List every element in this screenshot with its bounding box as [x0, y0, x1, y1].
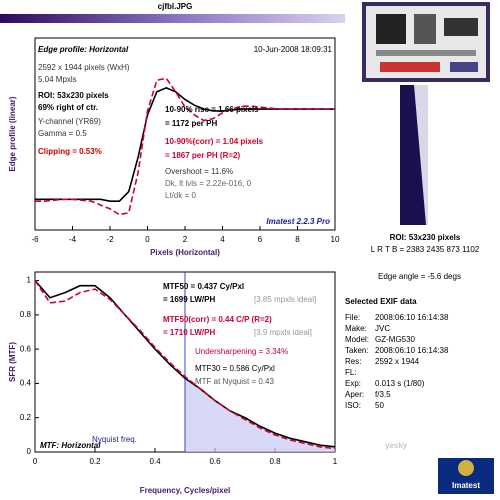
annotation: Nyquist freq.	[92, 435, 137, 444]
x-tick-label: -4	[69, 235, 77, 244]
annotation: 10-Jun-2008 18:09:31	[254, 45, 333, 54]
exif-key: Exp:	[345, 379, 361, 388]
annotation: ROI: 53x230 pixels	[38, 91, 109, 100]
exif-value: JVC	[375, 324, 390, 333]
annotation: MTF50(corr) = 0.44 C/P (R=2)	[163, 315, 272, 324]
y-axis-label: SFR (MTF)	[8, 342, 17, 382]
series-line	[35, 87, 335, 202]
x-tick-label: 0	[33, 457, 38, 466]
y-axis-label: Edge profile (linear)	[8, 96, 17, 171]
annotation: Clipping = 0.53%	[38, 147, 102, 156]
exif-value: 2592 x 1944	[375, 357, 420, 366]
exif-key: ISO:	[345, 401, 361, 410]
title-band	[0, 14, 345, 23]
annotation: = 1710 LW/PH	[163, 328, 215, 337]
x-axis-label: Frequency, Cycles/pixel	[140, 486, 231, 495]
annotation: Edge profile: Horizontal	[38, 45, 129, 54]
y-tick-label: 0.4	[20, 379, 32, 388]
annotation: MTF at Nyquist = 0.43	[195, 377, 274, 386]
annotation: MTF30 = 0.586 Cy/Pxl	[195, 364, 275, 373]
plot-frame	[34, 37, 336, 231]
x-tick-label: 2	[183, 235, 188, 244]
logo-icon	[458, 460, 474, 476]
annotation: Undersharpening = 3.34%	[195, 347, 288, 356]
edge-angle: Edge angle = -5.6 degs	[378, 272, 461, 281]
x-tick-label: 0.4	[149, 457, 161, 466]
logo-text: Imatest	[452, 481, 480, 490]
exif-value: 2008:06:10 16:14:38	[375, 313, 449, 322]
x-axis-label: Pixels (Horizontal)	[150, 248, 220, 257]
exif-value: 2008:06:10 16:14:38	[375, 346, 449, 355]
y-tick-label: 0	[27, 447, 32, 456]
nyquist-area	[185, 378, 335, 452]
x-tick-label: -2	[106, 235, 114, 244]
file-title: cjfbl.JPG	[158, 2, 193, 11]
y-tick-label: 0.8	[20, 310, 32, 319]
y-tick-label: 0.6	[20, 344, 32, 353]
x-tick-label: 1	[333, 457, 338, 466]
exif-title: Selected EXIF data	[345, 297, 417, 306]
x-tick-label: 10	[331, 235, 340, 244]
exif-value: 0.013 s (1/80)	[375, 379, 425, 388]
annotation: 2592 x 1944 pixels (WxH)	[38, 63, 130, 72]
annotation: = 1867 per PH (R=2)	[165, 151, 240, 160]
exif-key: Res:	[345, 357, 361, 366]
exif-value: f/3.5	[375, 390, 391, 399]
x-tick-label: 0.8	[269, 457, 281, 466]
roi-strip	[400, 85, 428, 225]
annotation: 10-90% rise = 1.66 pixels	[165, 105, 259, 114]
exif-key: FL:	[345, 368, 357, 377]
x-tick-label: 8	[295, 235, 300, 244]
annotation: 5.04 Mpxls	[38, 75, 77, 84]
annotation: Dk, lt lvls = 2.22e-016, 0	[165, 179, 252, 188]
watermark: yesky	[385, 441, 408, 450]
series-line	[35, 77, 335, 216]
roi-lrtb: L R T B = 2383 2435 873 1102	[371, 245, 480, 254]
x-tick-label: 0.6	[209, 457, 221, 466]
annotation: Lt/dk = 0	[165, 191, 196, 200]
exif-value: 50	[375, 401, 384, 410]
exif-table: File: 2008:06:10 16:14:38 Make: JVC Model: GZ…	[345, 313, 449, 410]
x-tick-label: 0.2	[89, 457, 101, 466]
exif-key: Model:	[345, 335, 369, 344]
exif-key: Aper:	[345, 390, 364, 399]
annotation: MTF: Horizontal	[40, 441, 101, 450]
annotation: [3.85 mpxls ideal]	[254, 295, 316, 304]
exif-key: Make:	[345, 324, 367, 333]
series-line	[34, 280, 336, 448]
x-tick-label: 6	[258, 235, 263, 244]
annotation: [3.9 mpxls ideal]	[254, 328, 312, 337]
x-tick-label: -6	[31, 235, 39, 244]
annotation: Overshoot = 11.6%	[165, 167, 233, 176]
x-tick-label: 0	[145, 235, 150, 244]
exif-key: Taken:	[345, 346, 369, 355]
annotation: = 1172 per PH	[165, 119, 217, 128]
y-tick-label: 0.2	[20, 413, 32, 422]
thumbnail	[362, 2, 490, 82]
annotation: Imatest 2.2.3 Pro	[266, 217, 330, 226]
x-tick-label: 4	[220, 235, 225, 244]
annotation: = 1699 LW/PH	[163, 295, 215, 304]
roi-label: ROI: 53x230 pixels	[390, 233, 461, 242]
annotation: MTF50 = 0.437 Cy/Pxl	[163, 282, 244, 291]
annotation: 10-90%(corr) = 1.04 pixels	[165, 137, 264, 146]
series-line	[34, 280, 336, 450]
annotation: 69% right of ctr.	[38, 103, 98, 112]
exif-value: GZ-MG530	[375, 335, 416, 344]
y-tick-label: 1	[27, 276, 32, 285]
annotation: Y-channel (YR69)	[38, 117, 101, 126]
annotation: Gamma = 0.5	[38, 129, 87, 138]
exif-key: File:	[345, 313, 360, 322]
